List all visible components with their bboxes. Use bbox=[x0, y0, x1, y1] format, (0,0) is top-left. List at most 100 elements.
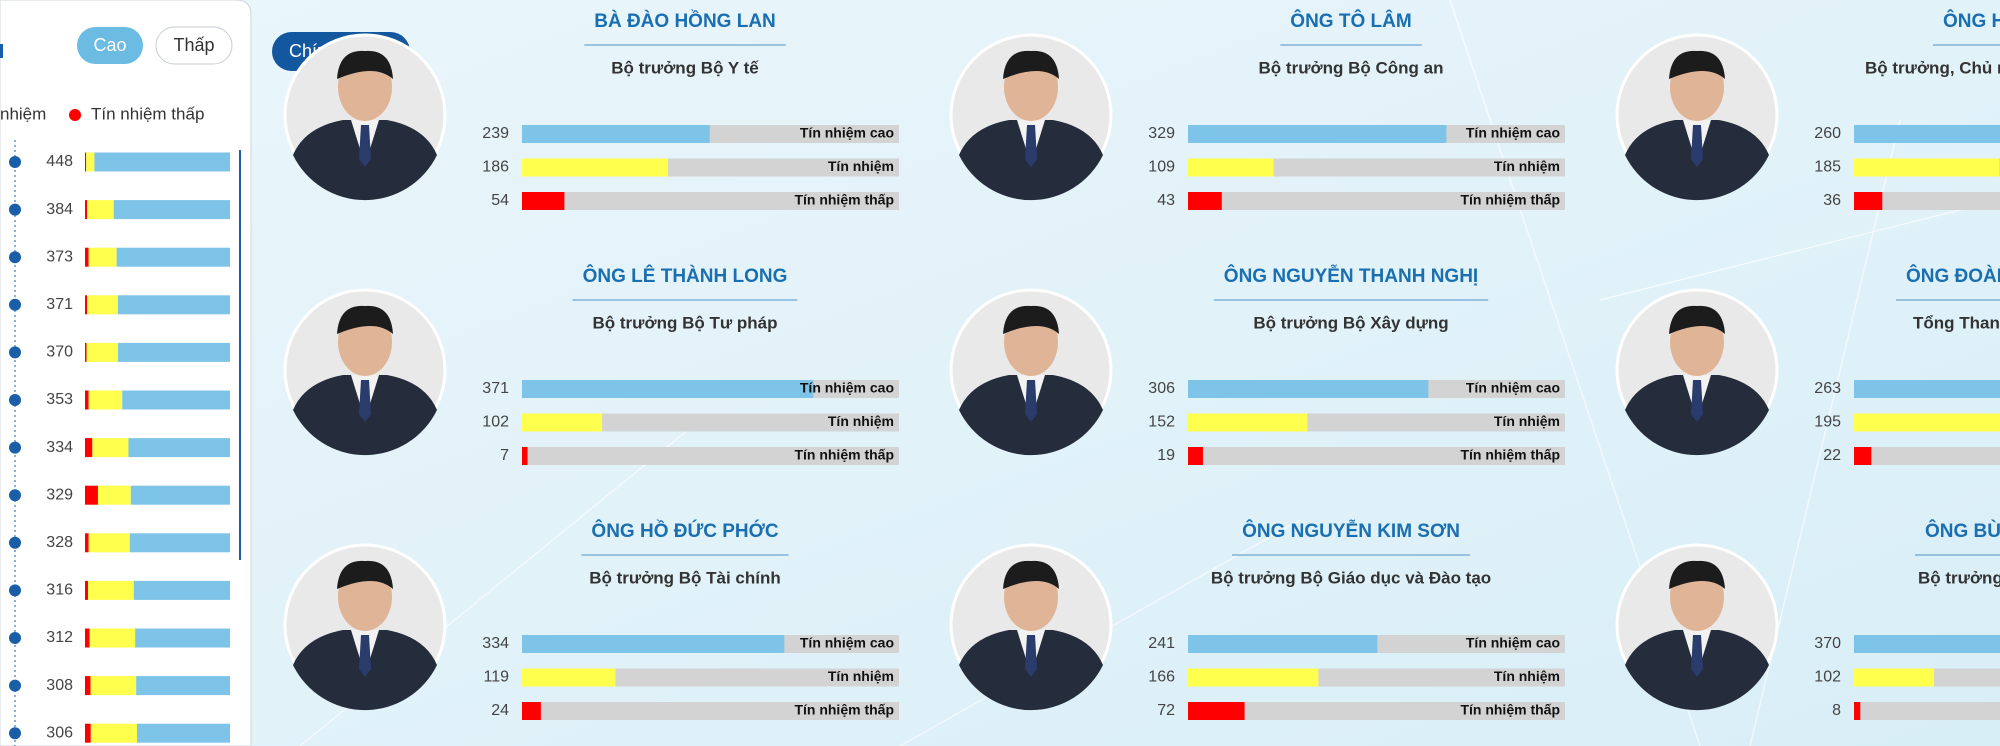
bar-segment bbox=[85, 200, 88, 220]
data-label: 328 bbox=[46, 534, 73, 551]
data-label: 43 bbox=[1157, 192, 1175, 209]
data-label: 334 bbox=[46, 439, 73, 456]
timeline-dot bbox=[9, 441, 21, 454]
bar-label: Tín nhiệm thấp bbox=[1460, 447, 1560, 463]
bar-segment bbox=[90, 723, 137, 743]
data-label: 152 bbox=[1148, 414, 1175, 431]
person-role: Bộ trưởng Bộ Xây dựng bbox=[1253, 313, 1448, 332]
bar-label: Tín nhiệm cao bbox=[800, 125, 894, 141]
bar-segment bbox=[90, 676, 137, 696]
bar-segment bbox=[85, 295, 88, 315]
sort-high-button[interactable] bbox=[77, 27, 143, 64]
bar-segment bbox=[117, 342, 230, 362]
bar bbox=[1854, 158, 2000, 177]
portrait-tie bbox=[1025, 125, 1037, 167]
bar-segment bbox=[85, 533, 89, 553]
bar-track bbox=[1188, 447, 1565, 465]
portrait-tie bbox=[1691, 125, 1703, 167]
legend-swatch bbox=[69, 109, 81, 121]
portrait-hair bbox=[1669, 305, 1725, 334]
bar-label: Tín nhiệm thấp bbox=[1460, 192, 1560, 208]
timeline-dot bbox=[9, 346, 21, 359]
bar-segment bbox=[86, 152, 95, 172]
portrait-hair bbox=[1669, 560, 1725, 589]
person-role: Tổng Thanh bbox=[1913, 313, 2000, 332]
data-label: 370 bbox=[46, 344, 73, 361]
bar-label: Tín nhiệm thấp bbox=[794, 447, 894, 463]
bar bbox=[1854, 192, 1883, 210]
portrait-tie bbox=[359, 380, 371, 422]
portrait-hair bbox=[1003, 50, 1059, 79]
bar-segment bbox=[85, 438, 93, 458]
bar-label: Tín nhiệm bbox=[1494, 158, 1560, 174]
data-label: 263 bbox=[1814, 380, 1841, 397]
bar bbox=[522, 413, 603, 432]
data-label: 371 bbox=[46, 296, 73, 313]
bar bbox=[522, 192, 565, 210]
portrait-hair bbox=[337, 305, 393, 334]
data-label: 36 bbox=[1823, 192, 1841, 209]
bar-label: Tín nhiệm bbox=[1494, 668, 1560, 684]
data-label: 166 bbox=[1148, 669, 1175, 686]
bar bbox=[1854, 380, 2000, 398]
data-label: 195 bbox=[1814, 414, 1841, 431]
bar bbox=[522, 158, 669, 177]
bar-segment bbox=[133, 580, 230, 600]
bar-segment bbox=[136, 723, 230, 743]
sort-low-label[interactable]: Thấp bbox=[173, 35, 214, 55]
data-label: 186 bbox=[482, 159, 509, 176]
person-name: ÔNG TÔ LÂM bbox=[1290, 10, 1411, 32]
bar bbox=[1188, 702, 1245, 720]
person-role: Bộ trưởng bbox=[1918, 568, 2000, 587]
bar-label: Tín nhiệm cao bbox=[1466, 125, 1560, 141]
panel-title-fragment bbox=[0, 44, 3, 58]
data-label: 185 bbox=[1814, 159, 1841, 176]
bar bbox=[522, 380, 814, 398]
bar-segment bbox=[85, 485, 98, 505]
portrait-tie bbox=[359, 125, 371, 167]
bar-track bbox=[1854, 702, 2000, 720]
background-lines bbox=[299, 0, 2000, 746]
data-label: 119 bbox=[483, 669, 509, 686]
portrait-tie bbox=[359, 635, 371, 677]
data-label: 373 bbox=[46, 248, 73, 265]
data-label: 54 bbox=[491, 192, 509, 209]
person-role: Bộ trưởng Bộ Y tế bbox=[611, 58, 759, 77]
bar bbox=[1188, 413, 1308, 432]
bar-segment bbox=[85, 723, 91, 743]
bar bbox=[1188, 158, 1274, 177]
data-label: 306 bbox=[1148, 380, 1175, 397]
person-role: Bộ trưởng Bộ Tài chính bbox=[589, 568, 781, 587]
person-name: ÔNG H bbox=[1943, 10, 2000, 32]
data-label: 329 bbox=[1148, 125, 1175, 142]
person-name: ÔNG HỒ ĐỨC PHỚC bbox=[591, 520, 778, 542]
portrait-tie bbox=[1691, 635, 1703, 677]
bar-track bbox=[522, 447, 899, 465]
timeline-dot bbox=[9, 394, 21, 406]
data-label: 102 bbox=[482, 414, 509, 431]
bar-track bbox=[522, 702, 899, 720]
person-name: ÔNG NGUYỄN KIM SƠN bbox=[1242, 520, 1460, 542]
bar-label: Tín nhiệm bbox=[828, 158, 894, 174]
bar bbox=[1854, 635, 2000, 653]
bar-segment bbox=[89, 628, 136, 648]
bar-track bbox=[522, 668, 899, 687]
sort-low-button[interactable] bbox=[155, 26, 233, 65]
bar bbox=[1188, 635, 1378, 653]
bar-segment bbox=[85, 676, 91, 696]
bar-track bbox=[1188, 192, 1565, 210]
data-label: 334 bbox=[482, 635, 509, 652]
data-label: 384 bbox=[46, 201, 73, 218]
timeline-dot bbox=[9, 536, 21, 549]
person-role: Bộ trưởng Bộ Tư pháp bbox=[593, 313, 778, 332]
portrait-tie bbox=[1025, 380, 1037, 422]
sort-high-label[interactable]: Cao bbox=[93, 35, 126, 55]
portrait-hair bbox=[1003, 305, 1059, 334]
bar-segment bbox=[88, 390, 123, 410]
timeline-dot bbox=[9, 727, 21, 740]
portrait-hair bbox=[1003, 560, 1059, 589]
bar-segment bbox=[130, 485, 230, 505]
bar-segment bbox=[88, 533, 130, 553]
